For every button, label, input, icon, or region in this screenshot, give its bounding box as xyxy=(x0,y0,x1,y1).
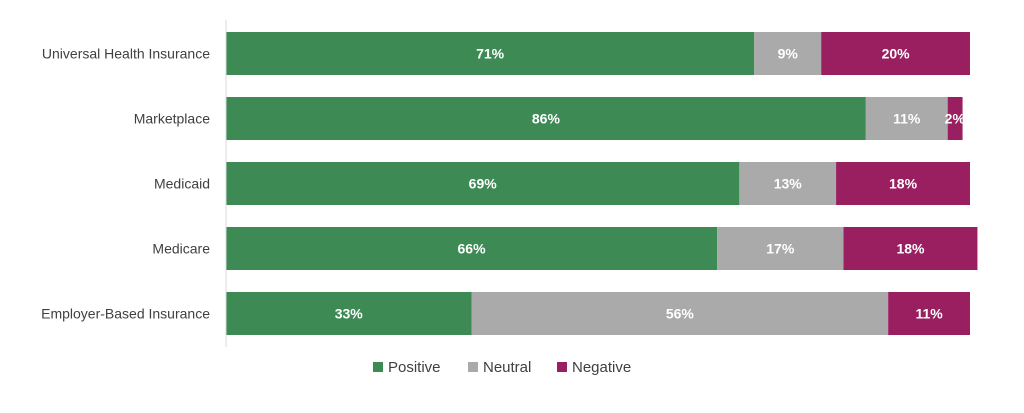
data-label-universal-health-insurance-negative: 20% xyxy=(882,46,911,62)
bar-marketplace-neutral xyxy=(865,97,948,140)
legend-swatch-neutral xyxy=(468,362,478,372)
bar-medicare-neutral xyxy=(717,227,844,270)
category-label-marketplace: Marketplace xyxy=(134,111,210,127)
data-label-marketplace-neutral: 11% xyxy=(893,111,921,127)
bar-employer-based-insurance-negative xyxy=(888,292,970,335)
data-label-medicaid-positive: 69% xyxy=(469,176,498,192)
legend-label-positive: Positive xyxy=(388,359,441,376)
data-label-employer-based-insurance-positive: 33% xyxy=(335,306,364,322)
bar-medicaid-negative xyxy=(836,162,970,205)
legend-swatch-negative xyxy=(557,362,567,372)
data-label-employer-based-insurance-neutral: 56% xyxy=(666,306,695,322)
bar-employer-based-insurance-positive xyxy=(226,292,472,335)
data-label-universal-health-insurance-neutral: 9% xyxy=(778,46,799,62)
data-label-universal-health-insurance-positive: 71% xyxy=(476,46,505,62)
bar-marketplace-negative xyxy=(947,97,963,140)
data-label-employer-based-insurance-negative: 11% xyxy=(915,306,943,322)
bar-universal-health-insurance-positive xyxy=(226,32,755,75)
bars-layer: 71% 9% 20% 86% 11% 2% 69% 13% 18% 66% 17% 18% 33% 56%… xyxy=(226,32,978,335)
data-label-marketplace-positive: 86% xyxy=(532,111,561,127)
bar-employer-based-insurance-neutral xyxy=(471,292,889,335)
data-label-medicaid-negative: 18% xyxy=(889,176,918,192)
bar-medicaid-neutral xyxy=(739,162,837,205)
data-label-medicare-neutral: 17% xyxy=(766,241,795,257)
legend-label-neutral: Neutral xyxy=(483,359,531,376)
bar-medicare-negative xyxy=(843,227,978,270)
category-label-universal-health-insurance: Universal Health Insurance xyxy=(42,46,210,62)
legend-swatch-positive xyxy=(373,362,383,372)
bar-medicaid-positive xyxy=(226,162,740,205)
legend-label-negative: Negative xyxy=(572,359,631,376)
bar-universal-health-insurance-neutral xyxy=(754,32,822,75)
bar-marketplace-positive xyxy=(226,97,866,140)
data-label-medicaid-neutral: 13% xyxy=(774,176,803,192)
data-label-medicare-negative: 18% xyxy=(896,241,925,257)
data-label-medicare-positive: 66% xyxy=(458,241,487,257)
data-label-marketplace-negative: 2% xyxy=(945,111,966,127)
category-labels: Universal Health Insurance Marketplace Med… xyxy=(41,46,210,322)
category-label-employer-based-insurance: Employer-Based Insurance xyxy=(41,306,210,322)
bar-universal-health-insurance-negative xyxy=(821,32,970,75)
bar-medicare-positive xyxy=(226,227,718,270)
legend: Positive Neutral Negative xyxy=(373,359,631,376)
category-label-medicaid: Medicaid xyxy=(154,176,210,192)
category-label-medicare: Medicare xyxy=(152,241,210,257)
